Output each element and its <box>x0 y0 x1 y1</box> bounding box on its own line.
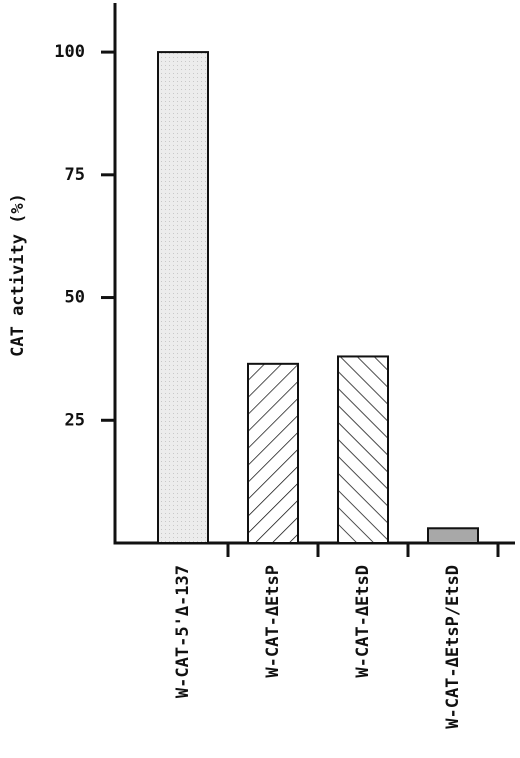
bar <box>157 51 209 544</box>
x-tick-label: W-CAT-5'Δ-137 <box>173 565 193 698</box>
y-axis-label: CAT activity (%) <box>8 193 28 357</box>
bar <box>427 527 479 544</box>
bar <box>247 362 299 544</box>
y-tick-label: 100 <box>54 42 85 62</box>
y-tick-label: 25 <box>65 410 85 430</box>
y-tick-label: 75 <box>65 165 85 185</box>
y-tick-label: 50 <box>65 288 85 308</box>
x-tick-label: W-CAT-ΔEtsP <box>263 565 283 678</box>
bar <box>337 355 389 545</box>
x-tick-label: W-CAT-ΔEtsP/EtsD <box>443 565 463 729</box>
x-tick-label: W-CAT-ΔEtsD <box>353 565 373 678</box>
